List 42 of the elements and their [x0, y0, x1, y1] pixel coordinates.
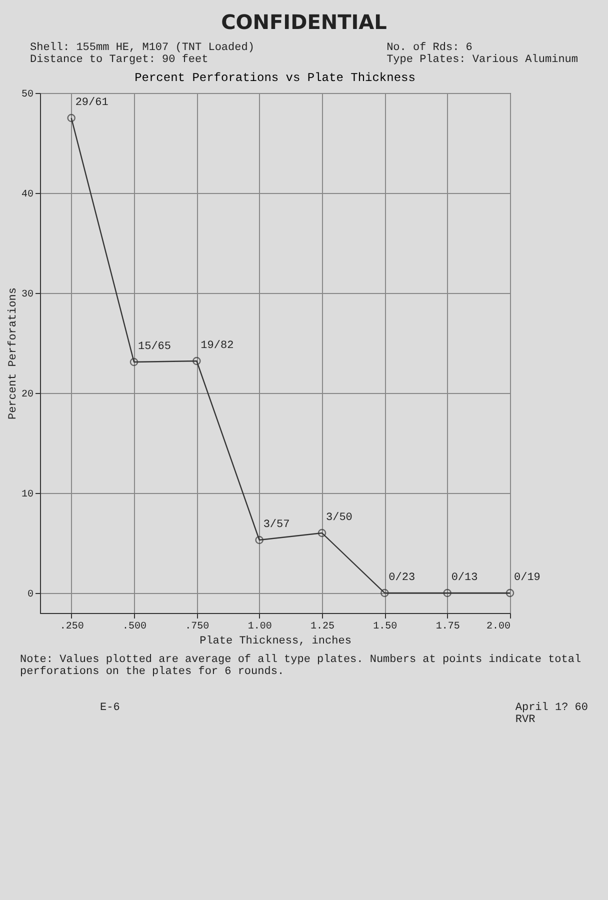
- point: [67, 114, 76, 122]
- y-axis-title: Percent Perforations: [8, 287, 20, 420]
- text: Note: Values plotted are average of all type plates. Numbers at points indicate total perforations on the plates for 6 rounds.: [20, 654, 582, 678]
- text: CONFIDENTIAL: [220, 10, 388, 34]
- x-tick-label: 1.50: [373, 622, 398, 632]
- point: [506, 588, 514, 598]
- x-tick-label: 1.00: [248, 622, 272, 632]
- x-tick-label: .250: [60, 622, 84, 632]
- text: No. of Rds: 6: [386, 42, 474, 54]
- y-tick-label: 0: [27, 590, 34, 600]
- y-tick-label: 50: [21, 90, 34, 100]
- text: Distance to Target: 90 feet: [30, 54, 210, 66]
- y-tick-label: 10: [21, 490, 34, 500]
- annotation: 3/50: [326, 512, 352, 524]
- chart-title: Percent Perforations vs Plate Thickness: [134, 71, 416, 85]
- point: [255, 536, 264, 544]
- y-tick-label: 40: [21, 190, 34, 200]
- text: Shell: 155mm HE, M107 (TNT Loaded): [30, 42, 254, 54]
- x-tick-label: 1.75: [436, 622, 460, 632]
- x-tick-label: 2.00: [486, 622, 510, 632]
- point: [380, 588, 389, 598]
- point: [318, 528, 326, 538]
- annotation: 3/57: [263, 519, 290, 531]
- x-tick-label: .750: [185, 622, 210, 632]
- annotation: 15/65: [138, 341, 172, 353]
- text: RVR: [515, 714, 536, 726]
- annotation: 0/13: [451, 572, 478, 584]
- text: April 1? 60: [515, 702, 588, 714]
- point: [130, 358, 138, 366]
- x-tick-label: .500: [122, 622, 147, 632]
- point: [192, 356, 201, 366]
- point: [443, 588, 452, 598]
- y-tick-label: 30: [21, 290, 34, 300]
- annotation: 0/19: [514, 572, 540, 584]
- text: E-6: [100, 702, 120, 714]
- y-tick-label: 20: [21, 390, 34, 400]
- annotation: 0/23: [388, 572, 416, 584]
- annotation: 29/61: [75, 97, 109, 109]
- text: Type Plates: Various Aluminum: [386, 54, 578, 66]
- x-axis-title: Plate Thickness, inches: [200, 636, 352, 648]
- x-tick-label: 1.25: [310, 622, 335, 632]
- annotation: 19/82: [200, 340, 234, 352]
